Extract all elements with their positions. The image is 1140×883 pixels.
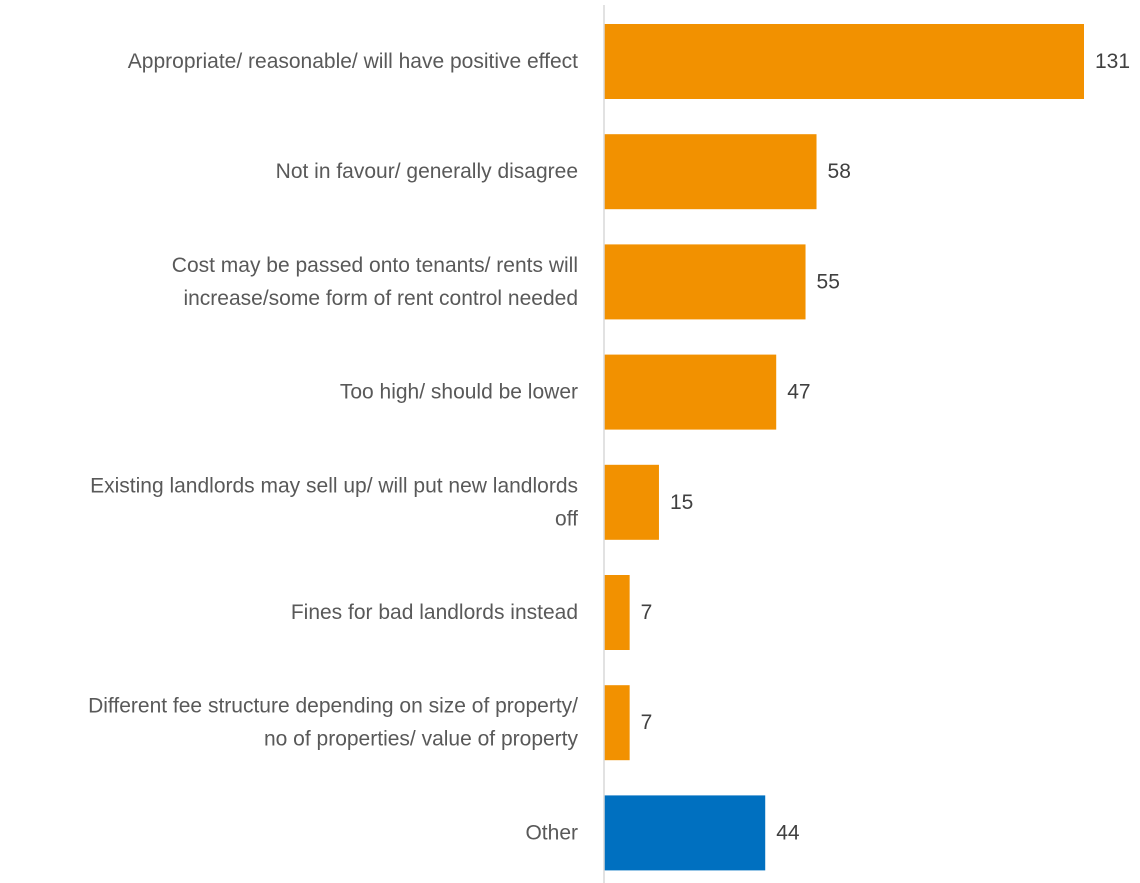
bar-2 — [604, 134, 817, 210]
value-label-8: 44 — [776, 821, 800, 844]
bar-1 — [604, 24, 1084, 99]
category-label-6: Fines for bad landlords instead — [291, 601, 578, 624]
category-label-7-line-1: Different fee structure depending on siz… — [88, 695, 578, 718]
value-label-5: 15 — [670, 491, 693, 514]
category-label-2: Not in favour/ generally disagree — [276, 160, 578, 183]
value-label-4: 47 — [787, 381, 810, 404]
category-label-5-line-2: off — [555, 507, 578, 530]
category-label-3-line-2: increase/some form of rent control neede… — [183, 287, 578, 310]
value-label-6: 7 — [641, 601, 653, 624]
bar-7 — [604, 685, 630, 761]
category-label-1: Appropriate/ reasonable/ will have posit… — [128, 50, 578, 73]
value-labels-group: 131 58 55 47 15 7 7 44 — [641, 50, 1130, 844]
value-label-3: 55 — [817, 270, 840, 293]
value-label-2: 58 — [828, 160, 851, 183]
value-label-7: 7 — [641, 711, 653, 734]
category-label-5-line-1: Existing landlords may sell up/ will put… — [90, 474, 578, 497]
category-label-8: Other — [525, 821, 578, 844]
value-label-1: 131 — [1095, 50, 1130, 73]
bar-5 — [604, 464, 659, 540]
category-label-3-line-1: Cost may be passed onto tenants/ rents w… — [172, 254, 578, 277]
category-labels-group: Appropriate/ reasonable/ will have posit… — [88, 50, 578, 844]
category-label-7-line-2: no of properties/ value of property — [264, 728, 579, 751]
bar-6 — [604, 575, 630, 650]
bar-3 — [604, 244, 806, 320]
category-label-4: Too high/ should be lower — [340, 381, 578, 404]
bar-8 — [604, 795, 766, 871]
bar-4 — [604, 354, 777, 430]
bars-group — [604, 24, 1084, 871]
